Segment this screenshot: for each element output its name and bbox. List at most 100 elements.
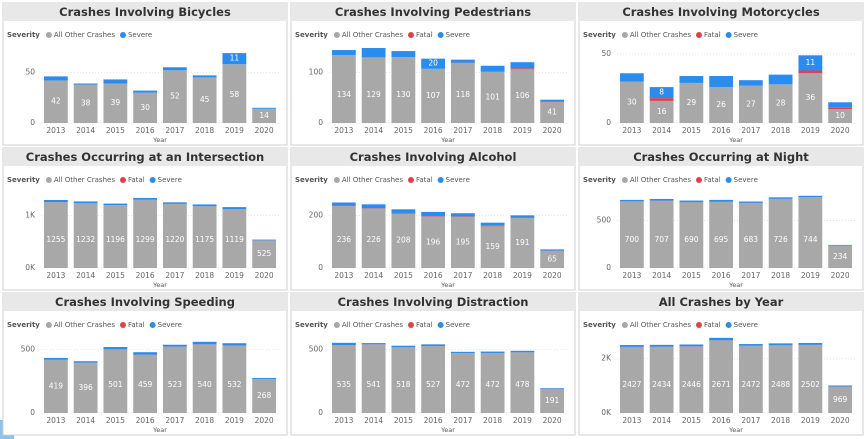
data-label: 191 xyxy=(545,396,560,405)
data-label: 525 xyxy=(257,249,272,258)
data-label: 10 xyxy=(835,111,845,120)
y-tick-label: 500 xyxy=(309,345,324,354)
chart-panel: Crashes Involving Speeding Severity All Ot… xyxy=(2,292,288,436)
bar-segment xyxy=(73,361,98,363)
y-tick-label: 0 xyxy=(30,118,35,127)
bar-segment xyxy=(738,201,763,203)
bar-segment xyxy=(679,344,704,347)
data-label: 226 xyxy=(366,235,381,244)
chart-title: Crashes Involving Speeding xyxy=(55,295,235,309)
data-label: 396 xyxy=(78,383,93,392)
bar-segment xyxy=(798,70,823,74)
bar-segment xyxy=(540,249,565,251)
x-tick-label: 2020 xyxy=(543,416,562,425)
bar-segment xyxy=(222,209,247,268)
bar-segment xyxy=(43,357,68,360)
data-label: 191 xyxy=(515,238,530,247)
x-tick-label: 2018 xyxy=(771,126,790,135)
bar-segment xyxy=(679,202,704,268)
x-tick-label: 2020 xyxy=(831,416,850,425)
bar-segment xyxy=(133,197,158,200)
bar-segment xyxy=(480,226,505,268)
bar-segment xyxy=(252,107,277,109)
bar-segment xyxy=(331,206,356,268)
legend-label: All Other Crashes xyxy=(630,176,691,184)
data-label: 11 xyxy=(230,54,240,63)
legend-swatch xyxy=(333,322,340,328)
legend-label: All Other Crashes xyxy=(630,321,691,329)
chart-panel: Crashes Involving Alcohol Severity All Oth… xyxy=(290,147,576,291)
y-tick-label: 500 xyxy=(597,216,612,225)
data-label: 2427 xyxy=(622,380,641,389)
x-tick-label: 2016 xyxy=(136,271,155,280)
y-tick-label: 1K xyxy=(25,211,36,220)
bar-segment xyxy=(828,385,853,387)
bar-segment xyxy=(43,359,68,413)
title-bar xyxy=(579,293,863,311)
legend-label: Severe xyxy=(446,321,470,329)
bar-segment xyxy=(679,200,704,203)
bar-segment xyxy=(709,340,734,413)
x-tick-label: 2014 xyxy=(76,271,95,280)
bar-segment xyxy=(450,353,475,413)
bar-segment xyxy=(43,199,68,203)
bar-segment xyxy=(73,362,98,413)
legend-swatch xyxy=(725,322,732,328)
bar-segment xyxy=(331,55,356,123)
x-tick-label: 2017 xyxy=(453,126,472,135)
x-axis-title: Year xyxy=(728,426,743,434)
data-label: 501 xyxy=(108,380,123,389)
chart-panel: All Crashes by Year Severity All Other Cra… xyxy=(578,292,864,436)
x-tick-label: 2020 xyxy=(255,416,274,425)
x-tick-label: 2014 xyxy=(652,416,671,425)
bar-segment xyxy=(331,205,356,207)
x-axis-title: Year xyxy=(440,426,455,434)
title-bar xyxy=(579,3,863,21)
bar-segment xyxy=(480,225,505,227)
bar-segment xyxy=(709,199,734,202)
data-label: 419 xyxy=(49,381,64,390)
x-tick-label: 2020 xyxy=(255,126,274,135)
bar-segment xyxy=(103,347,128,350)
legend-swatch xyxy=(45,32,52,38)
x-tick-label: 2018 xyxy=(195,271,214,280)
chart-title: Crashes Occurring at an Intersection xyxy=(26,150,265,164)
data-label: 130 xyxy=(396,90,411,99)
bar-segment xyxy=(361,208,386,209)
bar-segment xyxy=(480,222,505,226)
bar-segment xyxy=(73,203,98,268)
data-label: 36 xyxy=(806,93,816,102)
x-tick-label: 2015 xyxy=(106,271,125,280)
bar-segment xyxy=(828,245,853,268)
data-label: 1175 xyxy=(195,235,214,244)
x-tick-label: 2014 xyxy=(76,126,95,135)
legend-swatch xyxy=(149,177,156,183)
bar-segment xyxy=(133,199,158,268)
y-tick-label: 50 xyxy=(25,67,35,76)
bar-segment xyxy=(222,207,247,210)
bar-segment xyxy=(540,102,565,123)
bar-segment xyxy=(252,379,277,413)
bar-segment xyxy=(361,204,386,209)
x-tick-label: 2016 xyxy=(712,271,731,280)
data-label: 42 xyxy=(51,97,61,106)
bar-segment xyxy=(619,201,644,268)
bar-segment xyxy=(510,62,535,69)
bar-segment xyxy=(192,341,217,345)
bar-segment xyxy=(738,345,763,413)
legend-swatch xyxy=(437,322,444,328)
legend-title: Severity xyxy=(7,321,40,329)
chart-panel: Crashes Involving Motorcycles Severity All… xyxy=(578,2,864,146)
bar-segment xyxy=(43,202,68,268)
data-label: 1119 xyxy=(225,235,244,244)
legend-swatch xyxy=(45,322,52,328)
x-tick-label: 2017 xyxy=(165,416,184,425)
data-label: 11 xyxy=(806,58,816,67)
data-label: 20 xyxy=(428,59,438,68)
bar-segment xyxy=(421,344,446,347)
bar-segment xyxy=(222,343,247,346)
y-tick-label: 0K xyxy=(25,263,36,272)
data-label: 236 xyxy=(337,235,352,244)
x-tick-label: 2018 xyxy=(771,271,790,280)
